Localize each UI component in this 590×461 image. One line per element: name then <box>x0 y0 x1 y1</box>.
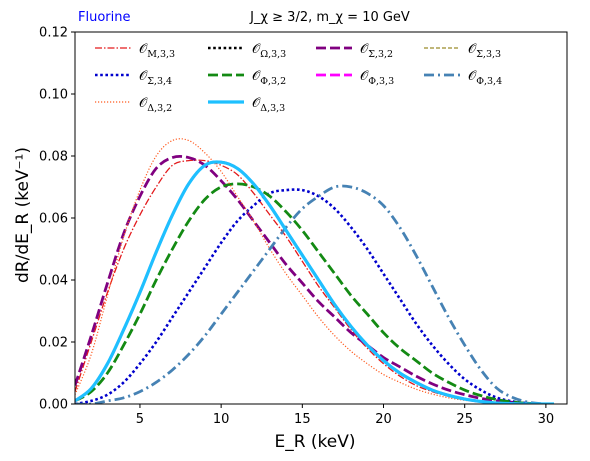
axes: 5 10 15 20 25 30 0.00 0.02 0.04 0.06 0.08 0.10 0.12 <box>39 26 568 427</box>
legend-label: 𝒪Φ,3,3 <box>360 69 394 87</box>
plot-frame <box>74 31 568 405</box>
series-line-2 <box>75 154 555 404</box>
y-tick-label: 0.12 <box>39 26 68 41</box>
x-tick-label: 20 <box>375 412 392 427</box>
legend-label: 𝒪Δ,3,3 <box>252 96 285 114</box>
x-tick-label: 15 <box>294 412 311 427</box>
x-tick-label: 30 <box>538 412 555 427</box>
x-tick-label: 25 <box>456 412 473 427</box>
y-tick-label: 0.02 <box>39 336 68 351</box>
y-tick-label: 0.08 <box>39 150 68 165</box>
y-tick-label: 0.04 <box>39 274 68 289</box>
y-tick-label: 0.06 <box>39 212 68 227</box>
legend-label: 𝒪Σ,3,3 <box>468 42 501 60</box>
plot-area <box>75 138 555 404</box>
element-label: Fluorine <box>78 10 130 25</box>
y-axis-label: dR/dE_R (keV⁻¹) <box>13 147 33 283</box>
y-tick-label: 0.10 <box>39 88 68 103</box>
series-line-5 <box>75 182 555 404</box>
x-axis-label: E_R (keV) <box>274 432 355 452</box>
legend-label: 𝒪Φ,3,2 <box>252 69 286 87</box>
series-line-7 <box>75 184 555 404</box>
x-tick-label: 10 <box>213 412 230 427</box>
chart-title: J_χ ≥ 3/2, m_χ = 10 GeV <box>249 10 410 25</box>
series-line-4 <box>75 188 555 404</box>
legend-label: 𝒪Δ,3,2 <box>139 96 172 114</box>
y-tick-label: 0.00 <box>39 398 68 413</box>
legend-label: 𝒪Ω,3,3 <box>252 42 286 60</box>
series-line-9 <box>75 160 555 404</box>
legend: 𝒪M,3,3 𝒪Ω,3,3 𝒪Σ,3,2 𝒪Σ,3,3 𝒪Σ,3,4 𝒪Φ,3,2 𝒪Φ,3… <box>95 42 502 114</box>
legend-label: 𝒪Σ,3,2 <box>360 42 393 60</box>
series-line-8 <box>75 138 555 404</box>
legend-label: 𝒪M,3,3 <box>139 42 175 60</box>
legend-label: 𝒪Φ,3,4 <box>468 69 502 87</box>
legend-label: 𝒪Σ,3,4 <box>139 69 172 87</box>
series-line-0 <box>75 159 555 404</box>
x-tick-label: 5 <box>136 412 144 427</box>
